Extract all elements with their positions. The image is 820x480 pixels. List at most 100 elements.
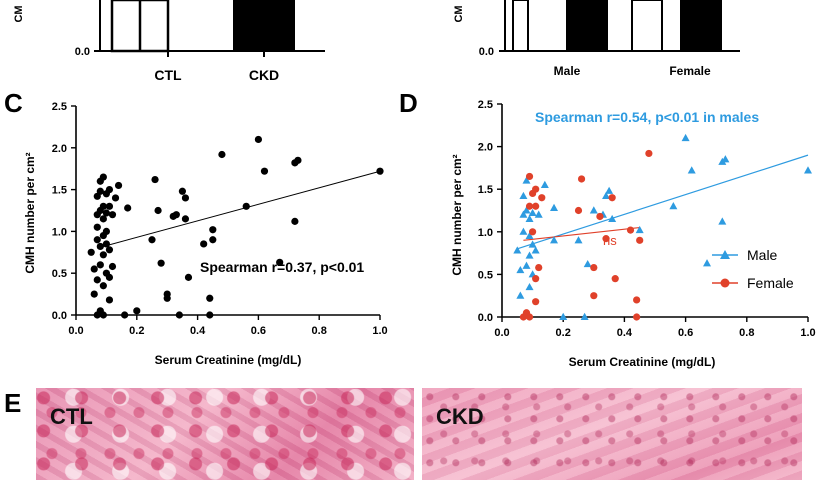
panel-c-data-point [99, 251, 107, 259]
panel-c-data-point [96, 242, 104, 251]
bar-male-ckd [566, 0, 608, 51]
panel-d-ytick-label: 2.5 [478, 99, 493, 111]
panel-d-point-female [574, 206, 583, 215]
panel-d-point-male [516, 265, 525, 274]
panel-d-point-female [525, 172, 534, 181]
panel-c-data-point [99, 311, 107, 319]
panel-c-data-point [111, 194, 120, 202]
panel-d-point-male [574, 236, 583, 244]
panel-d-xtick-label: 0.6 [678, 327, 693, 339]
panel-c-data-point [260, 167, 269, 175]
panel-c-data-point [163, 294, 171, 302]
panel-c-ytick-label: 0.5 [52, 268, 67, 280]
panel-c-ylabel: CMH number per cm² [23, 152, 37, 273]
panel-d-xtick-label: 0.2 [556, 327, 571, 339]
panel-c-annotation: Spearman r=0.37, p<0.01 [200, 259, 364, 275]
panel-d-point-female [608, 194, 616, 202]
panel-d-point-male [583, 259, 592, 268]
panel-c-ytick-label: 1.5 [52, 185, 67, 197]
panel-d-point-male [580, 312, 589, 320]
panel-d-xtick-label: 0.8 [739, 327, 754, 339]
panel-d-point-male [528, 240, 537, 248]
histology-image-ckd: CKD [422, 388, 802, 480]
panel-c-fit-line [97, 170, 381, 249]
panel-c-data-point [178, 187, 186, 195]
histology-label-ckd: CKD [436, 404, 484, 429]
panel-d-point-male [522, 261, 531, 269]
panel-d-point-male [804, 166, 812, 174]
panel-d-ytick-label: 1.0 [478, 227, 493, 239]
panel-d-legend: Male Female [712, 247, 794, 291]
panel-d-point-male [513, 246, 522, 254]
bar-female-control [631, 0, 663, 52]
panel-d-point-male [681, 133, 690, 142]
panel-c-data-point [121, 311, 129, 319]
panel-c-xtick-label: 0.8 [312, 325, 327, 337]
panel-c-data-point [124, 204, 132, 212]
panel-letter-d: D [399, 88, 418, 118]
top-right-ytick-label: 0.0 [479, 46, 494, 58]
bar-ckd [233, 0, 295, 51]
panel-c-data-point [90, 290, 98, 298]
panel-d-point-female [602, 235, 610, 243]
panel-d-point-male [589, 206, 598, 214]
panel-d-fit-line-male [517, 154, 809, 250]
panel-c-data-point [102, 209, 110, 217]
panel-d-point-female [532, 275, 540, 283]
panel-d-fit-line-female [523, 226, 640, 241]
panel-c-data-point [99, 202, 107, 210]
panel-d-point-female [645, 149, 653, 158]
panel-c-ytick-label: 1.0 [52, 226, 67, 238]
panel-c-data-point [99, 215, 107, 223]
panel-c-data-point [105, 246, 114, 254]
panel-c-data-point [133, 307, 141, 315]
legend-male-label: Male [747, 247, 778, 263]
panel-d-point-female [577, 175, 586, 183]
panel-c-data-point [206, 311, 214, 319]
histology-texture-ckd [422, 388, 802, 480]
panel-c-data-point [105, 186, 114, 194]
category-label-female: Female [669, 64, 711, 78]
panel-letter-e: E [4, 388, 21, 418]
panel-c-data-point [175, 311, 183, 319]
panel-c-data-point [99, 282, 107, 290]
panel-c-xtick-label: 0.2 [129, 325, 144, 337]
panel-d-point-female [626, 226, 635, 234]
panel-d-point-female [590, 263, 598, 272]
panel-d-point-female [590, 292, 598, 300]
panel-letter-c: C [4, 88, 23, 118]
panel-c-xtick-label: 1.0 [372, 325, 387, 337]
panel-c-data-point [218, 150, 226, 159]
panel-d-point-female [611, 275, 619, 283]
panel-c-data-point [291, 217, 299, 225]
top-right-bar-panel: CM 0.0 Male Female [453, 0, 740, 78]
panel-d-point-male [519, 227, 528, 235]
histology-label-ctl: CTL [50, 404, 93, 429]
panel-c-data-point [105, 202, 114, 210]
panel-c-xtick-label: 0.6 [251, 325, 266, 337]
panel-d-point-female [525, 313, 534, 321]
panel-c-data-point [108, 262, 117, 271]
histology-image-ctl: CTL [36, 388, 414, 480]
panel-c-data-point [93, 236, 101, 244]
panel-d-xtick-label: 0.4 [617, 327, 633, 339]
panel-d-point-male [540, 180, 549, 188]
panel-d-ylabel: CMH number per cm² [450, 154, 464, 275]
panel-c-data-point [254, 135, 262, 144]
panel-c-data-point [181, 215, 190, 223]
panel-d-point-male [703, 259, 712, 267]
panel-d-point-male [525, 282, 534, 291]
panel-c-data-point [206, 294, 214, 302]
panel-d-xlabel: Serum Creatinine (mg/dL) [569, 355, 716, 369]
legend-female-label: Female [747, 275, 794, 291]
panel-d-point-female [538, 194, 546, 202]
panel-d-point-male [550, 236, 559, 244]
panel-d-point-female [636, 236, 644, 244]
panel-c-data-point [209, 226, 217, 234]
panel-c-data-point [96, 261, 104, 269]
panel-d-point-male [525, 251, 534, 259]
panel-c-data-point [148, 236, 156, 244]
panel-d-point-male [669, 202, 678, 210]
top-left-ytick-label: 0.0 [75, 46, 90, 58]
